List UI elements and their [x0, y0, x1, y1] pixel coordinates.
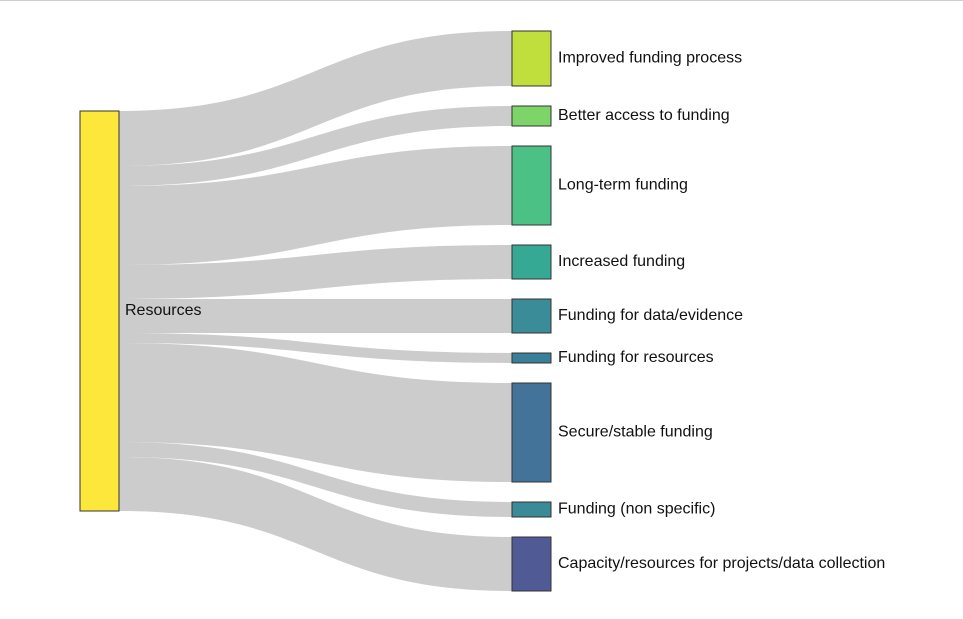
node-funding-non-specific[interactable]	[511, 501, 552, 518]
link-funding-non-specific[interactable]	[119, 442, 512, 517]
node-label-funding-for-data-evidence: Funding for data/evidence	[558, 307, 743, 324]
link-funding-for-data-evidence[interactable]	[119, 299, 512, 333]
node-label-capacity-resources-for-projects-data-collection: Capacity/resources for projects/data col…	[558, 555, 885, 572]
node-secure-stable-funding[interactable]	[511, 382, 552, 483]
node-label-resources: Resources	[125, 302, 201, 319]
node-label-improved-funding-process: Improved funding process	[558, 50, 742, 67]
node-label-better-access-to-funding: Better access to funding	[558, 107, 730, 124]
node-label-increased-funding: Increased funding	[558, 253, 685, 270]
node-resources[interactable]	[79, 110, 120, 512]
link-funding-for-resources[interactable]	[119, 333, 512, 363]
link-increased-funding[interactable]	[119, 245, 512, 299]
node-increased-funding[interactable]	[511, 244, 552, 280]
node-funding-for-data-evidence[interactable]	[511, 298, 552, 334]
node-improved-funding-process[interactable]	[511, 30, 552, 87]
sankey-links	[119, 31, 512, 591]
node-better-access-to-funding[interactable]	[511, 105, 552, 127]
top-border	[0, 0, 963, 1]
node-capacity-resources-for-projects-data-collection[interactable]	[511, 536, 552, 592]
link-long-term-funding[interactable]	[119, 146, 512, 265]
link-secure-stable-funding[interactable]	[119, 343, 512, 482]
node-label-funding-for-resources: Funding for resources	[558, 349, 714, 366]
node-long-term-funding[interactable]	[511, 145, 552, 226]
sankey-labels: Improved funding process Better access to…	[125, 50, 885, 573]
link-improved-funding-process[interactable]	[119, 31, 512, 166]
node-label-secure-stable-funding: Secure/stable funding	[558, 424, 713, 441]
sankey-nodes	[79, 30, 552, 592]
node-label-funding-non-specific: Funding (non specific)	[558, 501, 715, 518]
link-capacity-resources-for-projects-data-collection[interactable]	[119, 457, 512, 591]
node-funding-for-resources[interactable]	[511, 352, 552, 364]
node-label-long-term-funding: Long-term funding	[558, 177, 688, 194]
link-better-access-to-funding[interactable]	[119, 106, 512, 186]
